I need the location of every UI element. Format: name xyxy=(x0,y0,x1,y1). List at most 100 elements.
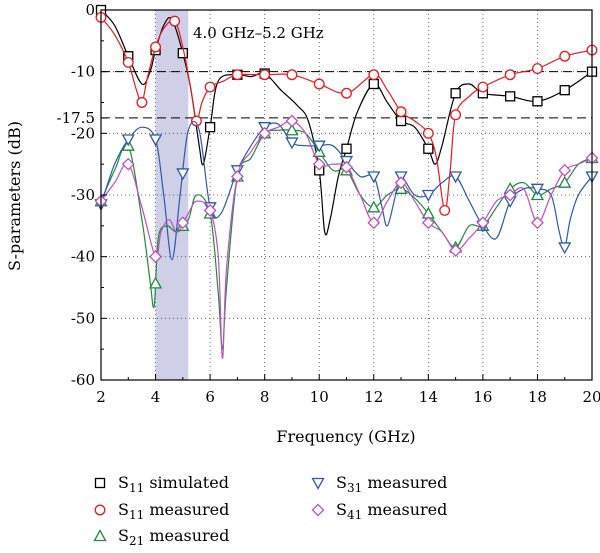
data-point xyxy=(312,157,326,171)
legend: S11 simulated S11 measured S21 measured S31… xyxy=(93,473,447,548)
data-point xyxy=(559,50,571,62)
data-point xyxy=(421,189,435,202)
grid-layer xyxy=(101,10,592,380)
x-tick-label: 14 xyxy=(419,388,438,406)
data-point xyxy=(148,276,163,289)
y-tick-label: -60 xyxy=(71,371,95,389)
data-point xyxy=(230,170,244,183)
data-point xyxy=(532,96,543,107)
x-tick-label: 4 xyxy=(151,388,161,406)
data-point xyxy=(449,171,463,184)
data-point xyxy=(422,127,434,139)
data-point xyxy=(367,171,381,184)
data-point xyxy=(367,216,381,230)
data-point xyxy=(476,216,490,230)
y-tick-label: -20 xyxy=(71,124,95,142)
data-point xyxy=(450,88,461,99)
tick-layer: 2 4 6 8 10 12 14 16 18 20 0 -10 -17.5-20 -30 -40 -50 -60 xyxy=(57,1,600,406)
data-point xyxy=(169,15,181,27)
x-tick-label: 2 xyxy=(96,388,106,406)
data-point xyxy=(136,97,148,108)
legend-label: S11 measured xyxy=(118,500,229,522)
data-point xyxy=(421,216,435,230)
data-point xyxy=(394,176,408,190)
y-tick-label: -30 xyxy=(71,186,95,204)
data-point xyxy=(259,69,271,81)
series-layer xyxy=(94,4,599,360)
legend-label: S41 measured xyxy=(336,500,447,522)
data-point xyxy=(477,81,489,93)
shaded-band-layer xyxy=(155,10,189,380)
data-point xyxy=(176,216,190,230)
series-line xyxy=(100,129,593,350)
legend-marker xyxy=(311,477,325,490)
legend-marker xyxy=(94,504,106,516)
data-point xyxy=(286,69,298,81)
data-point xyxy=(531,216,544,230)
data-point xyxy=(148,134,163,147)
series-41-measured xyxy=(94,114,599,360)
data-point xyxy=(439,204,451,216)
series-31-measured xyxy=(94,120,599,261)
data-point xyxy=(558,163,572,177)
legend-marker xyxy=(94,477,106,489)
data-point xyxy=(450,109,462,121)
legend-marker xyxy=(311,503,325,517)
legend-item: S21 measured xyxy=(93,526,229,548)
data-point xyxy=(531,63,543,75)
data-point xyxy=(558,175,572,188)
data-point xyxy=(121,134,135,147)
data-point xyxy=(449,244,463,257)
data-point xyxy=(204,81,216,93)
data-point xyxy=(559,85,570,96)
data-point xyxy=(204,122,216,133)
data-point xyxy=(122,56,134,68)
data-point xyxy=(177,48,188,59)
x-tick-label: 12 xyxy=(364,388,383,406)
legend-marker xyxy=(93,529,107,542)
y-tick-label: -50 xyxy=(71,309,95,327)
data-point xyxy=(313,78,325,90)
x-tick-label: 16 xyxy=(473,388,492,406)
data-point xyxy=(285,123,299,136)
shaded-band xyxy=(155,10,189,380)
x-tick-label: 18 xyxy=(528,388,547,406)
x-tick-label: 6 xyxy=(205,388,215,406)
data-point xyxy=(191,115,202,127)
legend-label: S21 measured xyxy=(118,526,229,548)
data-point xyxy=(558,242,572,255)
data-point xyxy=(176,168,190,181)
data-point xyxy=(368,78,379,90)
x-tick-label: 10 xyxy=(310,388,329,406)
data-point xyxy=(530,183,545,196)
data-point xyxy=(367,200,381,213)
data-point xyxy=(503,188,517,202)
y-tick-label: -17.5 xyxy=(57,109,95,127)
y-tick-label: 0 xyxy=(85,1,95,19)
data-point xyxy=(285,114,299,128)
x-tick-label: 20 xyxy=(582,388,600,406)
data-point xyxy=(395,106,407,118)
data-point xyxy=(312,140,326,153)
data-point xyxy=(368,69,380,81)
legend-item: S41 measured xyxy=(311,500,447,522)
legend-label: S11 simulated xyxy=(118,473,229,495)
data-point xyxy=(231,69,243,81)
data-point xyxy=(285,137,299,150)
legend-item: S11 measured xyxy=(94,500,229,522)
series-line xyxy=(100,120,593,360)
band-annotation: 4.0 GHz–5.2 GHz xyxy=(193,24,324,42)
data-point xyxy=(340,160,353,174)
data-point xyxy=(341,143,352,154)
data-point xyxy=(121,157,135,171)
data-point xyxy=(149,250,162,264)
legend-item: S31 measured xyxy=(311,473,447,495)
y-tick-label: -40 xyxy=(71,248,95,266)
y-tick-label: -10 xyxy=(71,63,95,81)
data-point xyxy=(504,69,516,81)
legend-label: S31 measured xyxy=(336,473,447,495)
data-point xyxy=(395,115,407,127)
x-axis-label: Frequency (GHz) xyxy=(276,427,415,446)
data-point xyxy=(150,41,162,53)
